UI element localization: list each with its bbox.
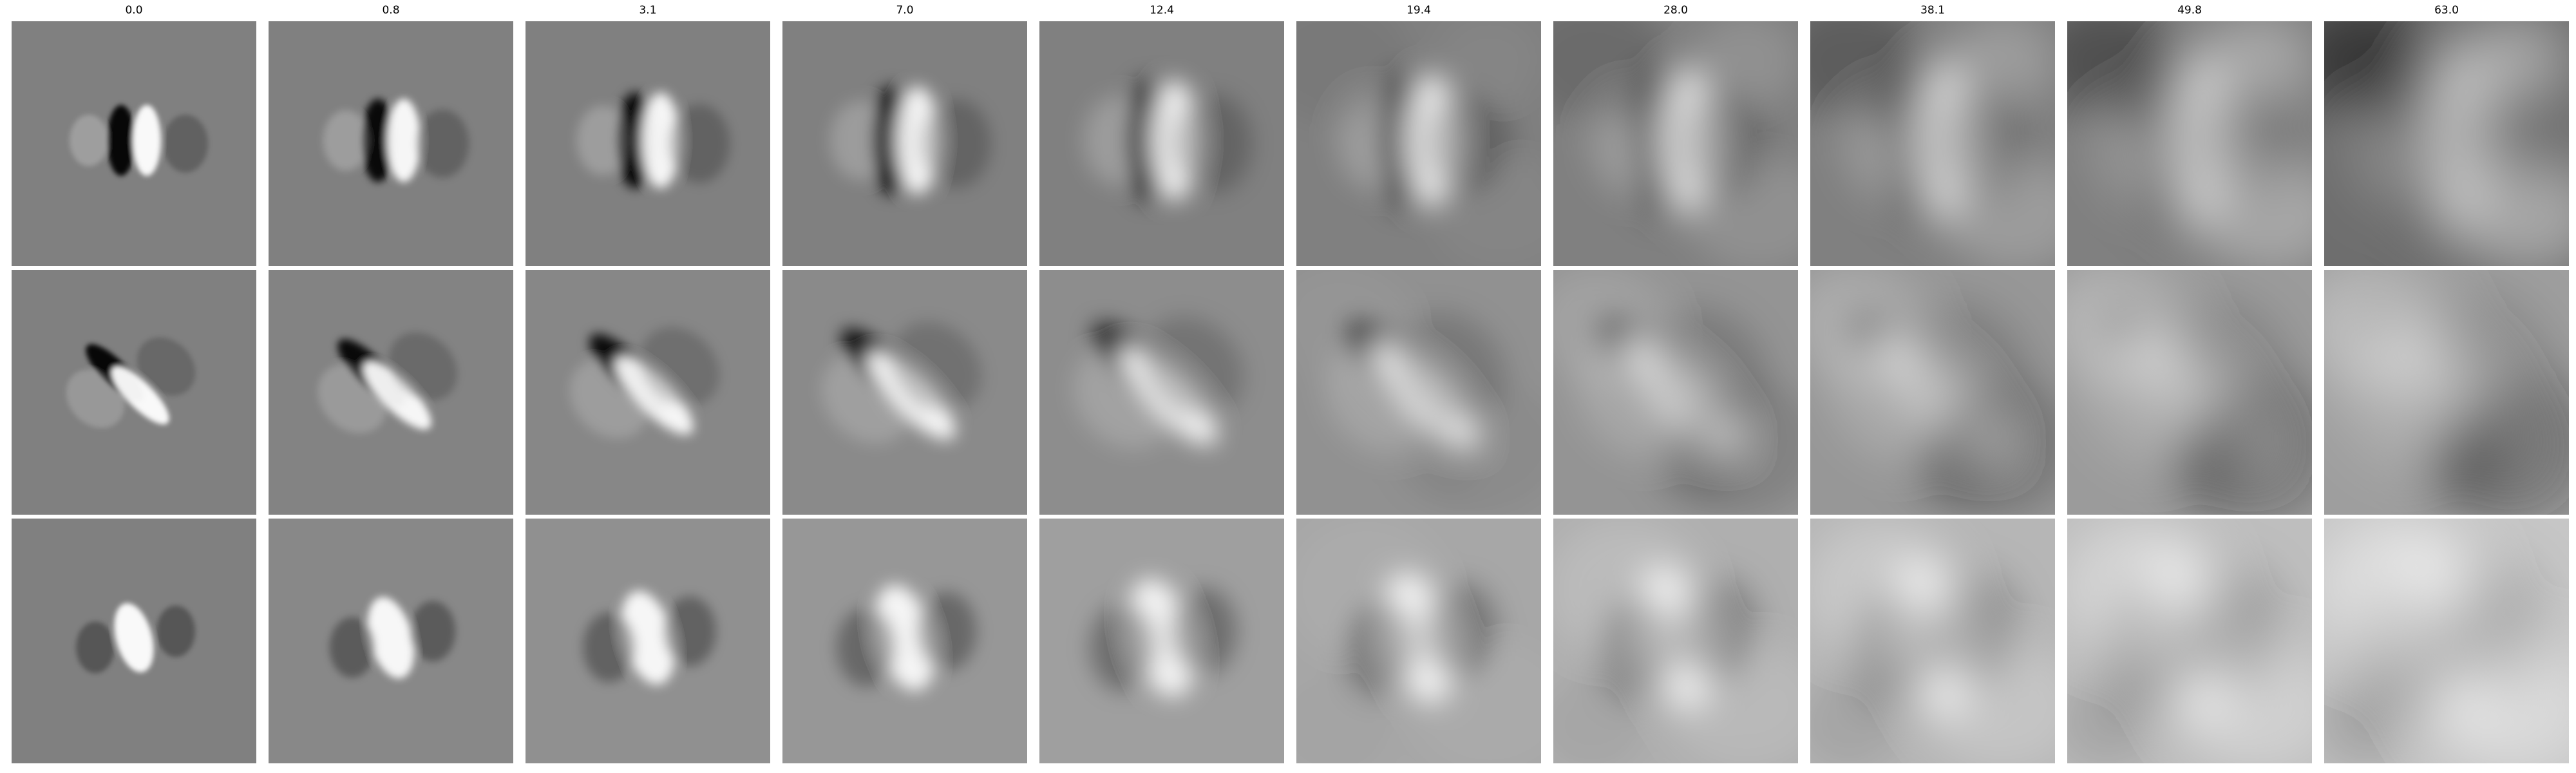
column-title: 63.0 <box>2434 4 2459 17</box>
filter-image <box>1553 519 1798 763</box>
filter-image <box>2067 21 2312 266</box>
column-title: 49.8 <box>2177 4 2202 17</box>
filter-image <box>1296 21 1541 266</box>
filter-image <box>2067 270 2312 515</box>
filter-image <box>2324 519 2569 763</box>
filter-image <box>1039 519 1284 763</box>
filter-image <box>526 519 770 763</box>
filter-image <box>12 21 256 266</box>
column-title: 28.0 <box>1663 4 1688 17</box>
filter-image <box>269 21 513 266</box>
filter-image <box>526 21 770 266</box>
filter-image <box>1296 519 1541 763</box>
filter-image <box>782 519 1027 763</box>
column-title: 0.8 <box>382 4 400 17</box>
column-title: 0.0 <box>125 4 143 17</box>
filter-image <box>1810 519 2055 763</box>
filter-image <box>269 270 513 515</box>
filter-image <box>2324 270 2569 515</box>
filter-image <box>1553 21 1798 266</box>
column-title: 3.1 <box>639 4 657 17</box>
filter-image <box>1296 270 1541 515</box>
filter-image <box>2067 519 2312 763</box>
filter-image <box>1553 270 1798 515</box>
column-title: 38.1 <box>1920 4 1945 17</box>
column-title: 12.4 <box>1150 4 1174 17</box>
filter-image <box>269 519 513 763</box>
column-title: 7.0 <box>896 4 914 17</box>
filter-image <box>2324 21 2569 266</box>
filter-image <box>1810 270 2055 515</box>
filter-image <box>1039 270 1284 515</box>
filter-image <box>782 270 1027 515</box>
filter-image <box>526 270 770 515</box>
filter-image <box>12 519 256 763</box>
filter-image <box>1039 21 1284 266</box>
filter-image <box>12 270 256 515</box>
column-title: 19.4 <box>1406 4 1431 17</box>
filter-image <box>1810 21 2055 266</box>
filter-image <box>782 21 1027 266</box>
